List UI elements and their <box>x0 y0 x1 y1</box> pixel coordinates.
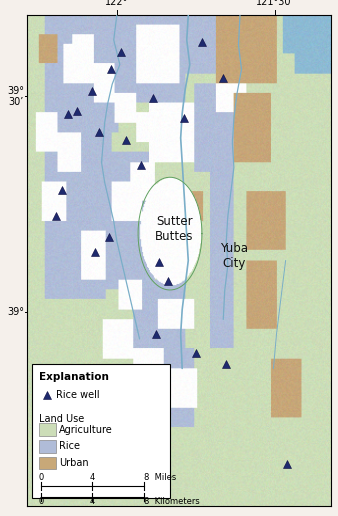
Text: 8  Miles: 8 Miles <box>144 473 176 482</box>
Text: 39°
30’: 39° 30’ <box>7 86 24 107</box>
Text: 0: 0 <box>38 497 43 506</box>
Text: Sutter
Buttes: Sutter Buttes <box>155 215 194 243</box>
Text: Land Use: Land Use <box>39 413 84 424</box>
Text: Urban: Urban <box>59 458 89 468</box>
Text: 122°: 122° <box>105 0 128 7</box>
Text: Explanation: Explanation <box>39 373 109 382</box>
Text: 0: 0 <box>38 473 43 482</box>
Text: 4: 4 <box>90 473 95 482</box>
FancyBboxPatch shape <box>31 363 170 498</box>
Text: 8  Kilometers: 8 Kilometers <box>144 497 200 506</box>
Text: 39°: 39° <box>7 307 24 317</box>
Text: Rice well: Rice well <box>56 391 100 400</box>
Text: Yuba
City: Yuba City <box>220 241 248 270</box>
Bar <box>39 457 56 470</box>
Text: Rice: Rice <box>59 441 80 452</box>
Bar <box>39 440 56 453</box>
Text: 4: 4 <box>90 497 95 506</box>
Text: 121°30’: 121°30’ <box>256 0 294 7</box>
Text: Agriculture: Agriculture <box>59 425 113 434</box>
Bar <box>39 423 56 436</box>
